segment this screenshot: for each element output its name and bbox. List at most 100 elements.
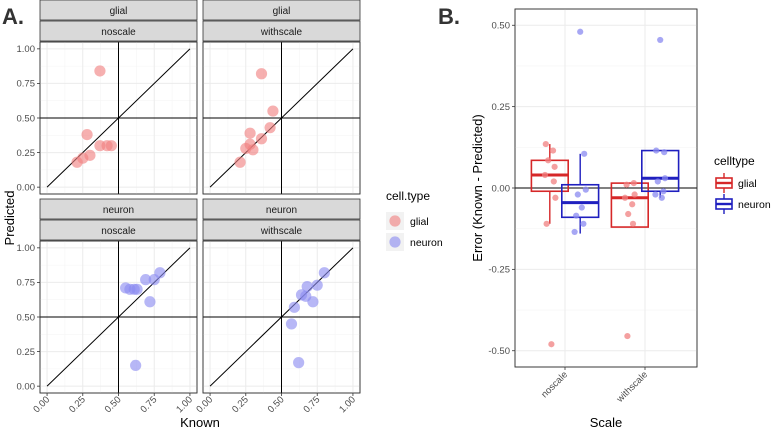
jitter-point-neuron <box>581 150 588 157</box>
legend-label-glial: glial <box>738 178 757 190</box>
jitter-point-neuron <box>660 188 667 195</box>
facet-neuron-noscale: neuron noscale 0.00 0.25 0.50 0.75 1.00 0.00 0.2… <box>17 198 198 415</box>
jitter-point-glial <box>550 178 557 185</box>
x-tick-label: 1.00 <box>174 394 195 415</box>
strip-top-box <box>202 0 361 21</box>
legend-key-neuron <box>389 236 401 248</box>
data-point-glial <box>264 122 276 134</box>
strip-bottom-label: withscale <box>260 226 303 237</box>
data-point-glial <box>81 128 93 141</box>
strip-bottom-box <box>39 20 198 42</box>
panel-b-boxplot: -0.50 -0.25 0.00 0.25 0.50 noscale withscale Sc… <box>470 8 771 430</box>
strip-top-label: glial <box>273 6 291 17</box>
jitter-point-glial <box>552 194 559 201</box>
jitter-point-glial <box>551 163 558 170</box>
jitter-point-glial <box>623 181 630 188</box>
jitter-point-glial <box>629 201 636 208</box>
data-point-neuron <box>285 318 298 330</box>
strip-top-box <box>202 198 361 220</box>
data-point-neuron <box>293 357 305 369</box>
y-tick-label: 0.75 <box>17 79 36 90</box>
jitter-point-glial <box>545 157 552 164</box>
y-tick-label: 0.00 <box>492 183 511 194</box>
jitter-point-neuron <box>654 178 661 185</box>
data-point-glial <box>247 144 259 156</box>
strip-bottom-label: noscale <box>101 226 136 237</box>
jitter-point-glial <box>624 332 631 340</box>
data-point-glial <box>94 65 106 77</box>
x-tick-label: 0.25 <box>67 394 88 415</box>
data-point-neuron <box>148 274 160 286</box>
legend-title: cell.type <box>386 189 430 203</box>
y-tick-label: 0.00 <box>17 381 36 392</box>
x-tick-label: 0.00 <box>31 394 52 415</box>
x-tick-label: 1.00 <box>337 394 358 415</box>
jitter-point-neuron <box>661 149 668 156</box>
jitter-point-neuron <box>574 191 581 198</box>
box-iqr <box>640 149 680 193</box>
y-tick-label: -0.50 <box>488 346 510 357</box>
legend-label-neuron: neuron <box>738 199 771 211</box>
legend-label-neuron: neuron <box>410 237 443 249</box>
strip-bottom-box <box>202 219 361 241</box>
data-point-neuron <box>140 274 152 286</box>
jitter-point-glial <box>625 210 632 218</box>
jitter-point-glial <box>543 220 550 227</box>
y-tick-label: 0.25 <box>17 148 36 159</box>
x-tick-label: 0.75 <box>301 394 322 415</box>
jitter-point-neuron <box>578 204 585 211</box>
data-point-glial <box>105 140 117 152</box>
jitter-point-glial <box>542 140 549 148</box>
x-tick-label: noscale <box>539 369 570 400</box>
y-tick-label: 1.00 <box>17 243 36 254</box>
legend-title: celltype <box>714 154 755 168</box>
y-axis-title: Predicted <box>2 191 17 246</box>
jitter-point-glial <box>621 194 629 201</box>
data-point-neuron <box>288 301 300 313</box>
x-tick-label: withscale <box>614 369 650 405</box>
data-point-neuron <box>307 296 319 308</box>
data-point-glial <box>234 156 246 168</box>
panel-a-faceted-scatter: glial noscale 0.00 0.25 0.50 0.75 1.00 glial wit… <box>2 0 443 430</box>
jitter-point-neuron <box>577 28 584 35</box>
facet-glial-withscale: glial withscale <box>202 0 361 195</box>
x-tick-label: 0.50 <box>266 394 287 415</box>
y-tick-label: 0.50 <box>17 312 36 323</box>
data-point-neuron <box>301 280 313 293</box>
data-point-glial <box>255 133 268 145</box>
box-withscale-glial <box>610 180 650 340</box>
jitter-point-neuron <box>657 36 664 44</box>
jitter-point-glial <box>549 147 557 154</box>
box-iqr <box>610 182 650 228</box>
strip-bottom-label: noscale <box>101 27 136 38</box>
y-tick-label: 0.75 <box>17 278 36 289</box>
panel-b-tag: B. <box>438 4 460 29</box>
jitter-point-neuron <box>653 147 660 154</box>
legend-label-glial: glial <box>410 216 429 228</box>
facet-glial-noscale: glial noscale 0.00 0.25 0.50 0.75 1.00 <box>17 0 198 195</box>
strip-bottom-box <box>39 219 198 241</box>
jitter-point-neuron <box>661 175 669 182</box>
y-tick-label: 0.00 <box>17 182 36 193</box>
jitter-point-neuron <box>652 191 659 198</box>
legend-celltype: celltype glial neuron <box>714 154 771 214</box>
x-axis-title: Known <box>180 415 220 430</box>
y-tick-label: 1.00 <box>17 44 36 55</box>
jitter-point-neuron <box>571 228 578 236</box>
data-point-glial <box>244 127 256 139</box>
x-tick-label: 0.25 <box>230 394 251 415</box>
jitter-point-glial <box>548 341 555 348</box>
data-point-glial <box>267 105 279 117</box>
data-point-neuron <box>130 359 142 372</box>
legend-key-glial <box>715 173 733 193</box>
data-point-glial <box>255 68 268 80</box>
data-point-neuron <box>311 279 323 291</box>
jitter-point-glial <box>630 180 637 187</box>
y-tick-label: -0.25 <box>488 265 510 276</box>
data-point-glial <box>71 156 83 168</box>
y-tick-label: 0.25 <box>17 347 36 358</box>
jitter-point-neuron <box>580 220 587 227</box>
box-noscale-glial <box>530 140 570 348</box>
strip-bottom-box <box>202 20 361 42</box>
